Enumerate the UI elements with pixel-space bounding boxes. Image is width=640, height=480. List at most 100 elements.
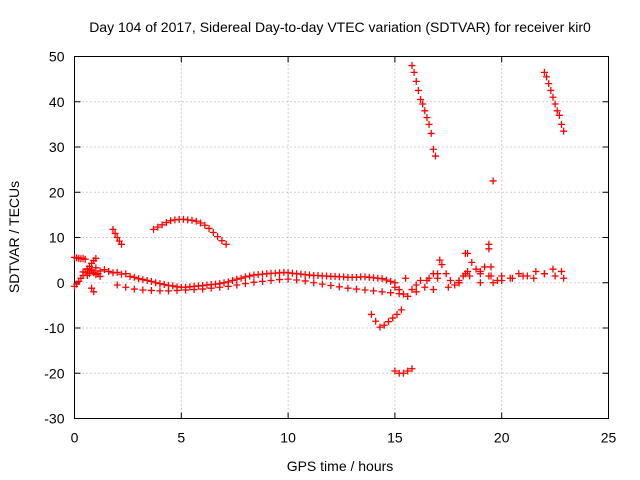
data-point bbox=[158, 221, 166, 229]
data-point bbox=[267, 276, 275, 284]
data-point bbox=[276, 276, 284, 284]
data-point bbox=[139, 286, 147, 294]
data-point bbox=[156, 280, 164, 288]
x-tick-label: 5 bbox=[177, 430, 185, 446]
y-tick-label: 20 bbox=[49, 184, 65, 200]
data-point bbox=[113, 281, 121, 289]
y-axis-tick-labels: -30 -20 -10 0 10 20 30 40 50 bbox=[44, 49, 64, 427]
data-point bbox=[122, 283, 130, 291]
data-point bbox=[139, 276, 147, 284]
data-point bbox=[387, 289, 395, 297]
series-bottom-16h bbox=[391, 365, 416, 377]
grid bbox=[74, 56, 609, 419]
data-point bbox=[250, 278, 258, 286]
series-steep-22h bbox=[540, 68, 568, 135]
data-point bbox=[154, 223, 162, 231]
data-point bbox=[173, 286, 181, 294]
data-point bbox=[222, 240, 230, 248]
data-point bbox=[397, 306, 405, 314]
data-point bbox=[519, 272, 527, 280]
data-point bbox=[425, 120, 433, 128]
data-point bbox=[489, 177, 497, 185]
data-point bbox=[408, 62, 416, 70]
data-point bbox=[476, 267, 484, 275]
data-point bbox=[207, 284, 215, 292]
data-point bbox=[412, 288, 420, 296]
data-point bbox=[111, 229, 119, 237]
data-point bbox=[395, 286, 403, 294]
data-point bbox=[218, 237, 226, 245]
y-tick-label: -10 bbox=[44, 320, 64, 336]
data-point bbox=[551, 100, 559, 108]
data-point bbox=[92, 264, 100, 272]
data-point bbox=[130, 273, 138, 281]
series-cluster-15h bbox=[391, 249, 568, 300]
data-point bbox=[560, 274, 568, 282]
series-v-dip-14h bbox=[367, 306, 405, 331]
data-point bbox=[549, 93, 557, 101]
data-point bbox=[117, 240, 125, 248]
data-point bbox=[81, 255, 89, 263]
data-point bbox=[241, 273, 249, 281]
data-point bbox=[404, 367, 412, 375]
data-point bbox=[423, 114, 431, 122]
data-point bbox=[455, 279, 463, 287]
data-point bbox=[429, 286, 437, 294]
data-point bbox=[545, 80, 553, 88]
y-axis-label: SDTVAR / TECUs bbox=[6, 181, 22, 293]
data-point bbox=[130, 285, 138, 293]
data-point bbox=[143, 276, 151, 284]
data-point bbox=[192, 217, 200, 225]
data-point bbox=[434, 274, 442, 282]
y-tick-label: 30 bbox=[49, 139, 65, 155]
x-axis-label: GPS time / hours bbox=[287, 458, 394, 474]
data-point bbox=[241, 280, 249, 288]
data-point bbox=[399, 369, 407, 377]
data-point bbox=[487, 272, 495, 280]
data-point bbox=[100, 266, 108, 274]
data-point bbox=[113, 234, 121, 241]
data-point bbox=[344, 284, 352, 292]
data-point bbox=[209, 229, 217, 237]
data-point bbox=[327, 281, 335, 289]
data-point bbox=[442, 270, 450, 278]
data-point bbox=[205, 224, 213, 232]
data-point bbox=[417, 95, 425, 103]
data-point bbox=[83, 265, 91, 273]
x-tick-label: 10 bbox=[280, 430, 296, 446]
data-point bbox=[160, 281, 168, 289]
data-point bbox=[558, 120, 566, 128]
data-point bbox=[376, 323, 384, 331]
data-point bbox=[90, 288, 98, 296]
data-point bbox=[498, 276, 506, 284]
data-point bbox=[96, 267, 104, 275]
data-point bbox=[472, 265, 480, 273]
data-point bbox=[551, 272, 559, 280]
x-tick-label: 15 bbox=[387, 430, 403, 446]
data-point bbox=[508, 274, 516, 282]
data-point bbox=[421, 283, 429, 291]
data-point bbox=[419, 100, 427, 108]
data-point bbox=[429, 145, 437, 153]
data-point bbox=[417, 276, 425, 284]
data-point bbox=[182, 286, 190, 294]
y-tick-label: 0 bbox=[57, 275, 65, 291]
data-point bbox=[301, 277, 309, 285]
data-point bbox=[164, 287, 172, 295]
series-arc-5h bbox=[150, 215, 230, 248]
data-point bbox=[558, 267, 566, 275]
data-point bbox=[532, 267, 540, 275]
y-tick-label: -30 bbox=[44, 411, 64, 427]
series-start-cluster bbox=[71, 253, 104, 296]
data-point bbox=[466, 272, 474, 280]
data-point bbox=[485, 245, 493, 253]
data-point bbox=[88, 266, 96, 274]
data-point bbox=[515, 270, 523, 278]
data-point bbox=[367, 310, 375, 318]
data-point bbox=[489, 279, 497, 287]
data-point bbox=[461, 249, 469, 257]
data-point bbox=[404, 292, 412, 300]
data-point bbox=[408, 365, 416, 373]
data-point bbox=[162, 219, 170, 227]
y-tick-label: -20 bbox=[44, 365, 64, 381]
